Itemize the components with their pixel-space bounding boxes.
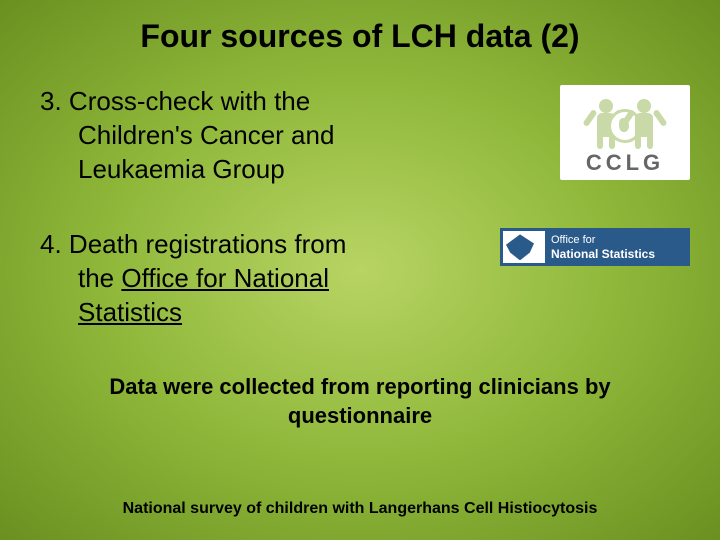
slide: Four sources of LCH data (2) 3. Cross-ch… [0,0,720,540]
item-3-text: 3. Cross-check with the Children's Cance… [30,85,540,186]
ons-line2: National Statistics [551,247,655,261]
cclg-figures-icon [560,91,690,149]
ons-line1: Office for [551,234,655,247]
slide-title: Four sources of LCH data (2) [30,18,690,55]
list-item-4: 4. Death registrations from the Office f… [30,228,690,329]
item-3-number: 3. [40,86,62,116]
summary-text: Data were collected from reporting clini… [30,372,690,431]
item-4-number: 4. [40,229,62,259]
cclg-label: CCLG [586,150,664,176]
item-4-text: 4. Death registrations from the Office f… [30,228,480,329]
item-4-line1: Death registrations from [69,229,346,259]
item-4-line2: the Office for National [40,262,480,296]
cclg-logo: CCLG [560,85,690,180]
list-item-3: 3. Cross-check with the Children's Cance… [30,85,690,186]
footer-text: National survey of children with Langerh… [0,500,720,518]
item-3-line1: Cross-check with the [69,86,310,116]
item-3-line3: Leukaemia Group [40,153,540,187]
ons-flag-icon [503,231,545,263]
item-3-line2: Children's Cancer and [40,119,540,153]
ons-logo: Office for National Statistics [500,228,690,266]
item-4-line3: Statistics [40,296,480,330]
